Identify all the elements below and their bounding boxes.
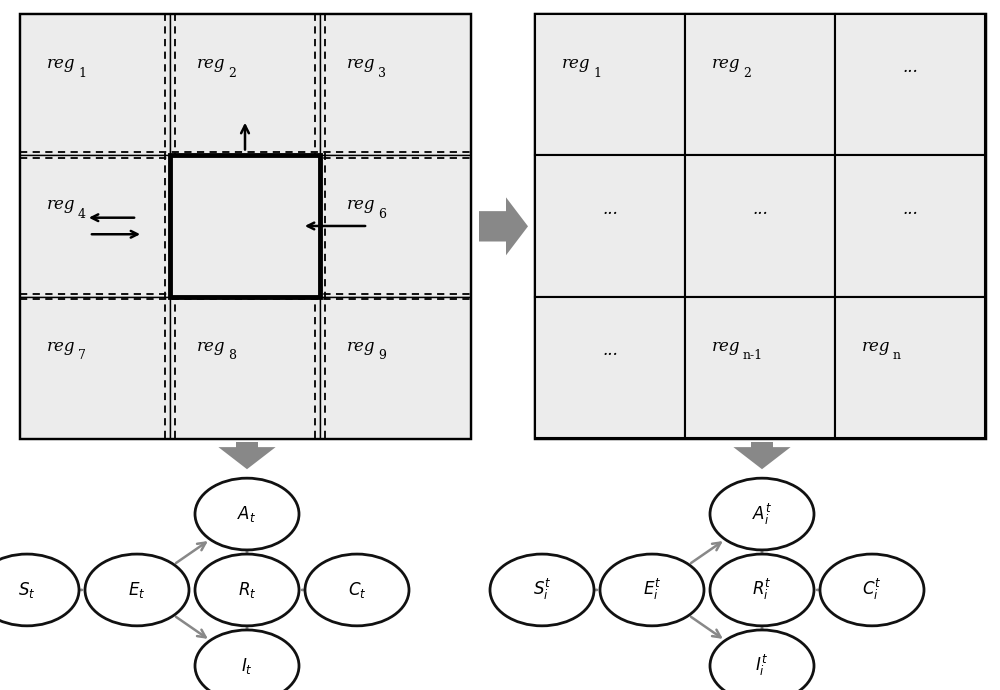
- FancyBboxPatch shape: [751, 442, 773, 448]
- FancyBboxPatch shape: [20, 14, 170, 155]
- Circle shape: [490, 554, 594, 626]
- Circle shape: [820, 554, 924, 626]
- Text: $A_i^t$: $A_i^t$: [752, 502, 772, 526]
- Text: $A_t$: $A_t$: [237, 504, 257, 524]
- FancyBboxPatch shape: [535, 14, 685, 155]
- Circle shape: [85, 554, 189, 626]
- Circle shape: [710, 478, 814, 550]
- Text: reg: reg: [861, 338, 890, 355]
- Text: $C_i^t$: $C_i^t$: [862, 578, 882, 602]
- Text: ...: ...: [902, 201, 918, 217]
- Polygon shape: [479, 197, 528, 255]
- Text: reg: reg: [712, 338, 740, 355]
- FancyBboxPatch shape: [535, 297, 685, 438]
- FancyBboxPatch shape: [320, 297, 470, 438]
- Circle shape: [710, 630, 814, 690]
- FancyBboxPatch shape: [170, 155, 320, 297]
- Text: $S_t$: $S_t$: [18, 580, 36, 600]
- Text: 5: 5: [228, 208, 236, 221]
- Polygon shape: [733, 447, 791, 469]
- Text: $R_i^t$: $R_i^t$: [752, 578, 772, 602]
- FancyBboxPatch shape: [535, 155, 685, 297]
- Text: 6: 6: [378, 208, 386, 221]
- Text: reg: reg: [712, 55, 740, 72]
- FancyBboxPatch shape: [170, 14, 320, 155]
- Text: reg: reg: [196, 55, 225, 72]
- Text: 9: 9: [378, 349, 386, 362]
- Text: reg: reg: [347, 197, 375, 213]
- Text: $I_i^t$: $I_i^t$: [755, 653, 769, 678]
- Circle shape: [600, 554, 704, 626]
- Text: $R_t$: $R_t$: [238, 580, 256, 600]
- Text: n: n: [893, 349, 901, 362]
- Circle shape: [305, 554, 409, 626]
- FancyBboxPatch shape: [685, 297, 835, 438]
- FancyBboxPatch shape: [685, 155, 835, 297]
- FancyBboxPatch shape: [170, 297, 320, 438]
- FancyBboxPatch shape: [20, 14, 470, 438]
- Text: 4: 4: [78, 208, 86, 221]
- Text: ...: ...: [602, 201, 618, 217]
- Text: 1: 1: [78, 66, 86, 79]
- Text: reg: reg: [47, 197, 75, 213]
- Text: 2: 2: [743, 66, 751, 79]
- Text: reg: reg: [562, 55, 590, 72]
- FancyBboxPatch shape: [320, 155, 470, 297]
- Circle shape: [195, 630, 299, 690]
- Text: $E_i^t$: $E_i^t$: [643, 578, 661, 602]
- Text: reg: reg: [196, 338, 225, 355]
- Text: reg: reg: [47, 55, 75, 72]
- Text: $E_t$: $E_t$: [128, 580, 146, 600]
- Text: 8: 8: [228, 349, 236, 362]
- Text: n-1: n-1: [743, 349, 763, 362]
- Text: reg: reg: [347, 55, 375, 72]
- Circle shape: [195, 554, 299, 626]
- Text: ...: ...: [752, 201, 768, 217]
- Circle shape: [195, 478, 299, 550]
- Text: 2: 2: [228, 66, 236, 79]
- Text: ...: ...: [602, 342, 618, 359]
- FancyBboxPatch shape: [320, 14, 470, 155]
- FancyBboxPatch shape: [170, 155, 320, 297]
- Circle shape: [710, 554, 814, 626]
- Text: $C_t$: $C_t$: [348, 580, 366, 600]
- Text: reg: reg: [196, 197, 225, 213]
- FancyBboxPatch shape: [835, 14, 985, 155]
- FancyBboxPatch shape: [685, 14, 835, 155]
- Text: 7: 7: [78, 349, 86, 362]
- Text: 3: 3: [378, 66, 386, 79]
- FancyBboxPatch shape: [236, 442, 258, 448]
- FancyBboxPatch shape: [20, 155, 170, 297]
- Text: $S_i^t$: $S_i^t$: [533, 578, 551, 602]
- FancyBboxPatch shape: [835, 155, 985, 297]
- Text: $I_t$: $I_t$: [241, 656, 253, 676]
- Text: reg: reg: [47, 338, 75, 355]
- Circle shape: [0, 554, 79, 626]
- Text: 1: 1: [593, 66, 601, 79]
- FancyBboxPatch shape: [535, 14, 985, 438]
- Text: ...: ...: [902, 59, 918, 76]
- FancyBboxPatch shape: [20, 297, 170, 438]
- Polygon shape: [218, 447, 276, 469]
- FancyBboxPatch shape: [835, 297, 985, 438]
- Text: reg: reg: [347, 338, 375, 355]
